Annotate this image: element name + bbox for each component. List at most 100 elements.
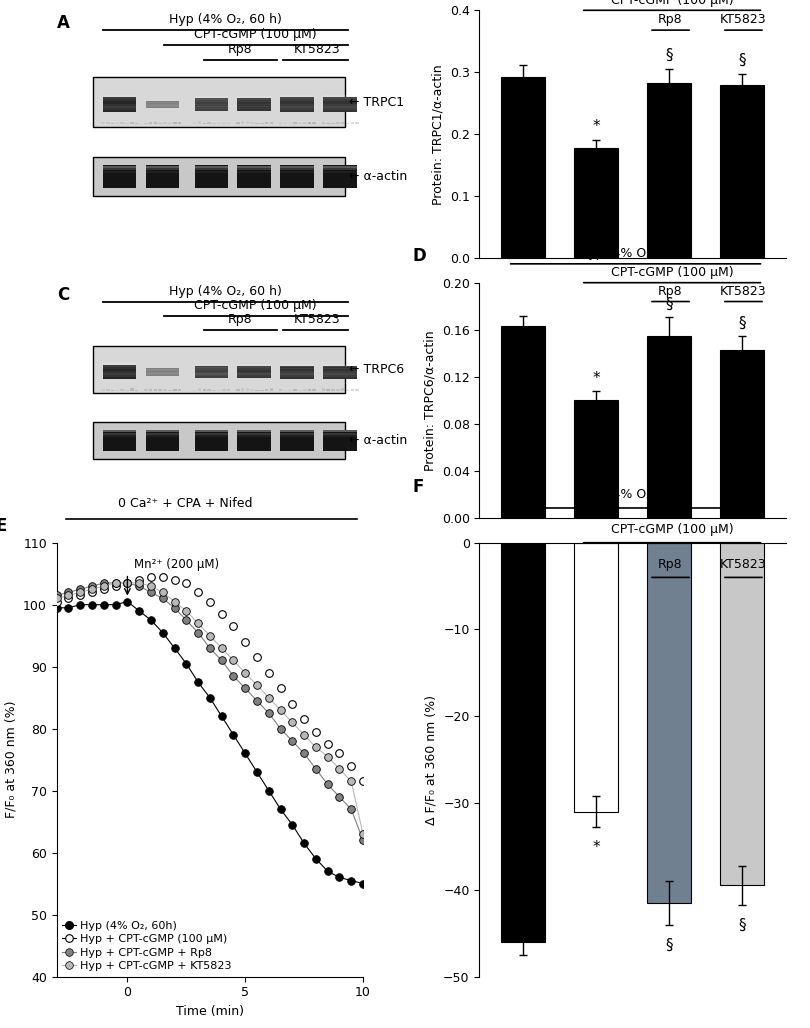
Text: §: § [738, 52, 746, 67]
Bar [194, 97, 228, 98]
Bar [308, 389, 311, 391]
Bar [193, 123, 197, 124]
Bar [245, 389, 249, 391]
Bar [103, 99, 136, 101]
Bar [194, 373, 228, 374]
Bar [323, 371, 357, 373]
Text: D: D [412, 248, 426, 265]
Bar [194, 367, 228, 368]
Bar [237, 100, 271, 102]
Bar [237, 365, 271, 366]
Bar [212, 390, 216, 391]
Bar [194, 376, 228, 378]
Bar [194, 169, 228, 171]
Bar [323, 169, 357, 171]
Bar [236, 122, 240, 124]
Bar [280, 364, 314, 366]
Bar [177, 122, 181, 124]
Bar [116, 123, 119, 124]
Text: Hyp (4% O₂, 60 h): Hyp (4% O₂, 60 h) [579, 248, 692, 260]
Text: ← α-actin: ← α-actin [349, 170, 407, 183]
Bar [126, 390, 129, 391]
Bar [103, 431, 136, 432]
Bar [103, 169, 136, 171]
Text: KT5823: KT5823 [294, 314, 340, 326]
Bar [323, 104, 357, 106]
Bar [103, 375, 136, 377]
Text: Rp8: Rp8 [228, 43, 253, 57]
Bar [93, 156, 344, 196]
Bar [241, 389, 245, 391]
Bar [222, 122, 225, 124]
Bar [103, 166, 136, 168]
Bar [103, 102, 136, 104]
Bar [323, 430, 357, 451]
Bar [194, 371, 228, 373]
Bar [194, 98, 228, 111]
Bar [280, 366, 314, 367]
Bar [198, 389, 202, 391]
Bar [121, 389, 124, 391]
Bar [280, 102, 314, 104]
Text: CPT-cGMP (100 μM): CPT-cGMP (100 μM) [194, 29, 317, 41]
Bar [103, 108, 136, 110]
Bar [323, 375, 357, 377]
Text: Hyp (4% O₂, 60 h): Hyp (4% O₂, 60 h) [579, 488, 692, 502]
Bar [245, 121, 249, 124]
Bar [237, 368, 271, 369]
Text: *: * [592, 118, 600, 134]
Bar [323, 171, 357, 173]
Bar [134, 122, 139, 124]
Bar [146, 166, 179, 187]
Bar [164, 122, 167, 124]
X-axis label: Time (min): Time (min) [176, 1005, 244, 1018]
Bar [237, 98, 271, 111]
Text: *: * [592, 371, 600, 387]
Bar [323, 98, 357, 100]
Bar [574, 543, 618, 812]
Bar [280, 96, 314, 97]
Bar [149, 122, 152, 124]
Bar [323, 108, 357, 110]
Bar [146, 169, 179, 171]
Bar [103, 371, 136, 373]
Bar [336, 389, 339, 391]
Text: Mn²⁺ (200 μM): Mn²⁺ (200 μM) [134, 557, 220, 571]
Bar [194, 99, 228, 100]
Bar [280, 110, 314, 112]
Bar [323, 377, 357, 378]
Bar [323, 96, 357, 97]
Text: Rp8: Rp8 [228, 314, 253, 326]
Bar [356, 389, 359, 391]
Bar [351, 389, 354, 391]
Bar [130, 389, 134, 391]
Bar [159, 122, 162, 124]
Bar [322, 389, 326, 391]
Bar [323, 431, 357, 432]
Legend: Hyp (4% O₂, 60h), Hyp + CPT-cGMP (100 μM), Hyp + CPT-cGMP + Rp8, Hyp + CPT-cGMP : Hyp (4% O₂, 60h), Hyp + CPT-cGMP (100 μM… [62, 921, 232, 971]
Bar [103, 97, 136, 112]
Bar [284, 123, 288, 124]
Bar [144, 122, 147, 124]
Bar [280, 98, 314, 100]
Text: C: C [57, 286, 69, 304]
Bar [280, 100, 314, 102]
Bar [237, 430, 271, 451]
Text: E: E [0, 517, 6, 535]
Text: CPT-cGMP (100 μM): CPT-cGMP (100 μM) [611, 523, 733, 537]
Text: CPT-cGMP (100 μM): CPT-cGMP (100 μM) [611, 266, 733, 280]
Text: KT5823: KT5823 [294, 43, 340, 57]
Bar [323, 364, 357, 366]
Bar [574, 401, 618, 518]
Bar [146, 171, 179, 173]
Bar [103, 435, 136, 437]
Bar [194, 166, 228, 168]
Bar [93, 421, 344, 460]
Bar [194, 370, 228, 371]
Bar [323, 110, 357, 112]
Bar [323, 373, 357, 375]
Bar [280, 375, 314, 377]
Bar [323, 366, 357, 367]
Bar [106, 122, 109, 124]
Text: §: § [738, 918, 746, 932]
